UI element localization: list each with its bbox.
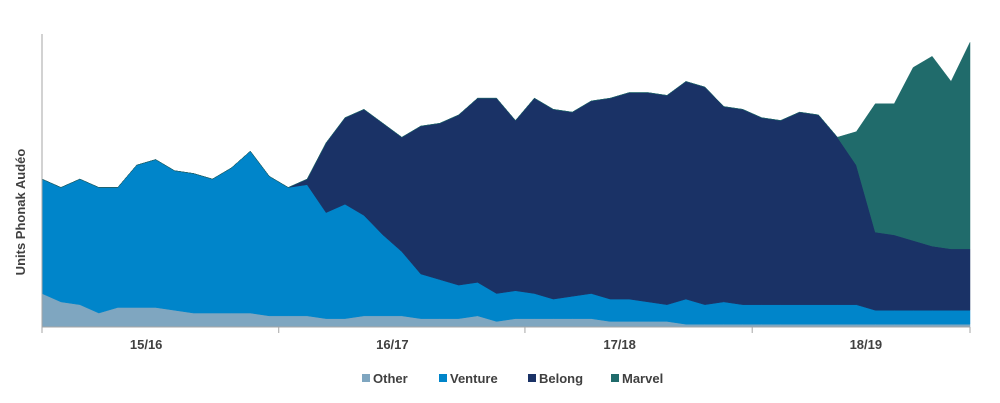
legend-label: Other	[373, 371, 408, 386]
x-tick-label: 15/16	[130, 337, 163, 352]
area-series-group	[41, 42, 971, 328]
x-tick-label: 17/18	[603, 337, 636, 352]
axes: 15/16 16/17 17/18 18/19	[41, 34, 971, 352]
area-series-marvel	[41, 42, 971, 250]
legend-swatch	[362, 374, 370, 382]
legend-swatch	[528, 374, 536, 382]
legend-item-other: Other	[362, 371, 408, 386]
legend-swatch	[611, 374, 619, 382]
x-tick-label: 18/19	[850, 337, 883, 352]
legend-label: Venture	[450, 371, 498, 386]
y-axis-title: Units Phonak Audéo	[13, 149, 28, 276]
legend-label: Belong	[539, 371, 583, 386]
x-ticks: 15/16 16/17 17/18 18/19	[41, 327, 971, 352]
x-tick-label: 16/17	[376, 337, 409, 352]
legend-swatch	[439, 374, 447, 382]
legend-item-belong: Belong	[528, 371, 583, 386]
legend: Other Venture Belong Marvel	[362, 371, 663, 386]
legend-item-venture: Venture	[439, 371, 498, 386]
legend-item-marvel: Marvel	[611, 371, 663, 386]
legend-label: Marvel	[622, 371, 663, 386]
